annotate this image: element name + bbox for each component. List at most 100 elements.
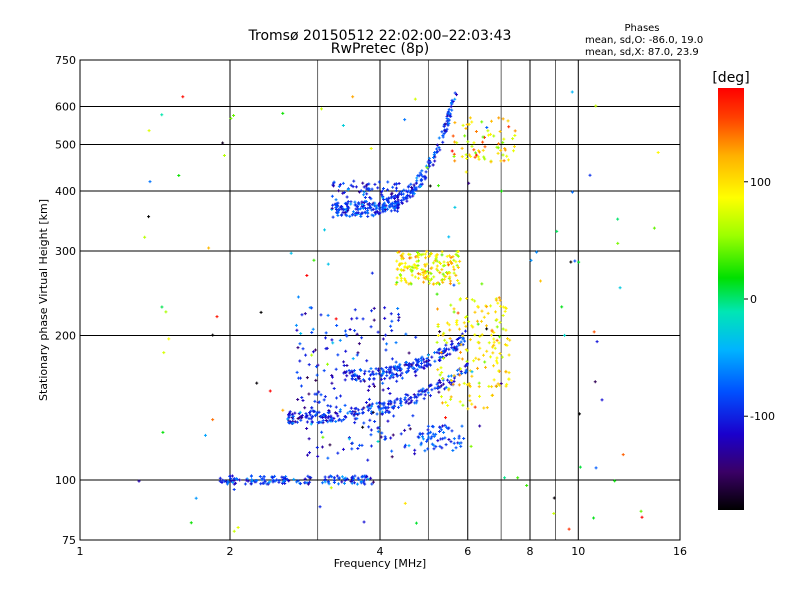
data-point xyxy=(399,190,403,194)
data-point xyxy=(432,275,436,279)
data-point xyxy=(370,208,374,212)
data-point xyxy=(456,265,460,269)
data-point xyxy=(399,432,403,436)
data-point xyxy=(453,140,457,144)
data-point xyxy=(440,278,444,282)
data-point xyxy=(441,333,445,337)
data-point xyxy=(401,252,405,256)
data-point xyxy=(432,443,436,447)
data-point xyxy=(416,272,420,276)
data-point xyxy=(339,394,343,398)
x-tick-label: 1 xyxy=(77,545,84,558)
data-point xyxy=(215,315,219,319)
data-point xyxy=(361,206,365,210)
data-point xyxy=(308,480,312,484)
data-point xyxy=(492,343,496,347)
data-point xyxy=(340,207,344,211)
data-point xyxy=(462,437,466,441)
data-point xyxy=(377,401,381,405)
data-point xyxy=(427,362,431,366)
data-point xyxy=(362,406,366,410)
data-point xyxy=(465,359,469,363)
data-point xyxy=(616,241,620,245)
data-point xyxy=(425,166,429,170)
data-point xyxy=(366,388,370,392)
data-point xyxy=(296,416,300,420)
data-point xyxy=(365,359,369,363)
data-point xyxy=(569,260,573,264)
data-point xyxy=(481,148,485,152)
data-point xyxy=(449,440,453,444)
data-point xyxy=(368,203,372,207)
data-point xyxy=(435,382,439,386)
data-point xyxy=(494,384,498,388)
data-point xyxy=(223,479,227,483)
data-point xyxy=(482,155,486,159)
data-point xyxy=(491,351,495,355)
data-point xyxy=(418,431,422,435)
data-point xyxy=(415,259,419,263)
data-point xyxy=(348,371,352,375)
data-point xyxy=(374,204,378,208)
data-point xyxy=(340,419,344,423)
data-point xyxy=(258,475,262,479)
data-point xyxy=(402,198,406,202)
data-point xyxy=(403,396,407,400)
data-point xyxy=(385,342,389,346)
data-point xyxy=(260,477,264,481)
data-point xyxy=(450,149,454,153)
data-point xyxy=(403,445,407,449)
data-point xyxy=(447,121,451,125)
data-point xyxy=(148,180,152,184)
data-point xyxy=(414,357,418,361)
data-point xyxy=(305,414,309,418)
data-point xyxy=(390,319,394,323)
data-point xyxy=(436,386,440,390)
data-point xyxy=(350,374,354,378)
data-point xyxy=(578,465,582,469)
data-point xyxy=(445,119,449,123)
data-point xyxy=(338,408,342,412)
data-point xyxy=(451,265,455,269)
data-point xyxy=(381,388,385,392)
data-point xyxy=(373,420,377,424)
data-point xyxy=(425,359,429,363)
data-point xyxy=(404,189,408,193)
data-point xyxy=(368,406,372,410)
data-point xyxy=(147,215,151,219)
data-point xyxy=(143,235,147,239)
data-point xyxy=(482,406,486,410)
data-point xyxy=(393,401,397,405)
data-point xyxy=(464,170,468,174)
data-point xyxy=(250,478,254,482)
data-point xyxy=(337,476,341,480)
data-point xyxy=(448,271,452,275)
data-point xyxy=(320,481,324,485)
data-point xyxy=(355,482,359,486)
data-point xyxy=(577,260,581,264)
data-point xyxy=(652,226,656,230)
data-point xyxy=(255,381,259,385)
data-point xyxy=(407,194,411,198)
data-point xyxy=(371,370,375,374)
data-point xyxy=(434,445,438,449)
data-point xyxy=(447,254,451,258)
data-point xyxy=(452,374,456,378)
data-point xyxy=(431,163,435,167)
data-point xyxy=(411,361,415,365)
data-point xyxy=(500,189,504,193)
data-point xyxy=(396,194,400,198)
data-point xyxy=(366,477,370,481)
data-point xyxy=(473,310,477,314)
data-point xyxy=(506,158,510,162)
data-point xyxy=(346,204,350,208)
data-point xyxy=(344,207,348,211)
data-point xyxy=(413,97,417,101)
data-point xyxy=(505,382,509,386)
data-point xyxy=(234,477,238,481)
data-point xyxy=(595,340,599,344)
data-point xyxy=(442,431,446,435)
data-point xyxy=(390,201,394,205)
data-point xyxy=(447,112,451,116)
data-point xyxy=(386,180,390,184)
